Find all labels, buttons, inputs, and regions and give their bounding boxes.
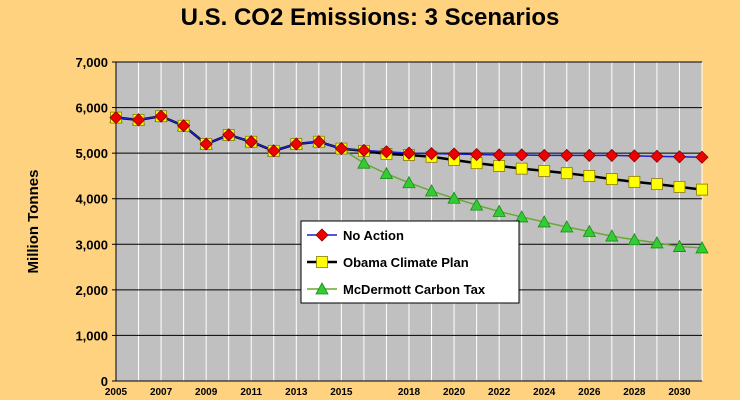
data-point-triangle xyxy=(560,220,574,233)
data-point-square xyxy=(583,170,596,182)
y-tick-label: 5,000 xyxy=(75,146,108,161)
data-point-triangle xyxy=(492,204,506,217)
x-tick-label: 2013 xyxy=(285,387,308,398)
data-point-diamond xyxy=(267,144,281,158)
y-tick-label: 1,000 xyxy=(75,328,108,343)
data-point-triangle xyxy=(627,232,642,246)
x-tick-label: 2015 xyxy=(330,387,353,398)
data-point-diamond xyxy=(131,113,146,127)
data-point-diamond xyxy=(154,109,168,123)
data-point-diamond xyxy=(312,135,326,149)
x-tick-label: 2011 xyxy=(240,387,262,398)
data-point-diamond xyxy=(289,137,303,151)
data-point-diamond xyxy=(537,148,551,162)
data-point-diamond xyxy=(109,111,123,125)
data-point-diamond xyxy=(672,150,687,164)
x-tick-label: 2030 xyxy=(668,387,691,398)
data-point-square xyxy=(538,165,551,177)
data-point-diamond xyxy=(424,147,439,161)
data-point-triangle xyxy=(379,166,394,180)
y-axis-label: Million Tonnes xyxy=(25,170,42,274)
x-tick-label: 2018 xyxy=(398,387,421,398)
x-tick-label: 2009 xyxy=(195,387,218,398)
y-tick-label: 0 xyxy=(101,374,108,389)
data-point-triangle xyxy=(582,224,596,237)
data-point-diamond xyxy=(627,149,641,163)
data-point-triangle xyxy=(357,156,371,169)
legend-label: McDermott Carbon Tax xyxy=(343,282,486,297)
data-point-triangle xyxy=(447,191,461,204)
data-point-square xyxy=(515,162,528,175)
data-point-diamond xyxy=(582,148,596,162)
x-tick-label: 2007 xyxy=(150,387,173,398)
data-point-diamond xyxy=(379,145,394,159)
data-point-diamond xyxy=(402,146,416,160)
data-point-diamond xyxy=(199,137,213,151)
x-tick-label: 2020 xyxy=(443,387,466,398)
data-point-square xyxy=(605,173,618,186)
legend-marker-square xyxy=(316,256,328,268)
y-tick-label: 3,000 xyxy=(75,237,108,252)
data-point-triangle xyxy=(672,239,687,252)
x-tick-label: 2022 xyxy=(488,387,511,398)
y-tick-label: 2,000 xyxy=(75,283,108,298)
data-point-diamond xyxy=(447,147,461,161)
chart-title: U.S. CO2 Emissions: 3 Scenarios xyxy=(180,4,560,31)
data-point-square xyxy=(493,160,506,172)
legend-box xyxy=(300,220,520,304)
data-point-triangle xyxy=(402,175,416,189)
x-tick-label: 2028 xyxy=(623,387,646,398)
y-tick-label: 6,000 xyxy=(75,101,108,116)
data-point-square xyxy=(696,183,708,196)
data-point-triangle xyxy=(695,241,709,254)
data-point-diamond xyxy=(605,148,619,162)
x-tick-label: 2005 xyxy=(105,387,128,398)
data-point-diamond xyxy=(515,148,529,162)
data-point-diamond xyxy=(470,147,484,162)
data-point-diamond xyxy=(222,128,236,142)
data-point-square xyxy=(673,180,686,193)
data-point-square xyxy=(560,167,573,180)
legend-label: No Action xyxy=(343,228,404,243)
data-point-diamond xyxy=(244,135,258,149)
legend-marker-triangle xyxy=(315,282,329,295)
data-point-triangle xyxy=(650,236,664,249)
data-point-diamond xyxy=(695,150,709,164)
data-point-diamond xyxy=(492,148,506,162)
data-point-triangle xyxy=(537,215,551,228)
y-tick-label: 7,000 xyxy=(75,55,108,70)
data-point-square xyxy=(651,178,663,191)
y-tick-label: 4,000 xyxy=(75,192,108,207)
data-point-triangle xyxy=(605,229,619,242)
data-point-triangle xyxy=(424,184,439,197)
data-point-diamond xyxy=(650,149,664,163)
data-point-triangle xyxy=(515,210,529,223)
data-point-triangle xyxy=(469,198,484,211)
data-point-diamond xyxy=(357,143,371,157)
x-tick-label: 2026 xyxy=(578,387,601,398)
data-point-square xyxy=(628,175,641,188)
x-tick-label: 2024 xyxy=(533,387,556,398)
data-point-diamond xyxy=(177,119,191,133)
legend-label: Obama Climate Plan xyxy=(343,255,469,270)
data-point-diamond xyxy=(334,142,348,156)
data-point-diamond xyxy=(560,148,574,162)
legend-marker-diamond xyxy=(315,228,329,242)
